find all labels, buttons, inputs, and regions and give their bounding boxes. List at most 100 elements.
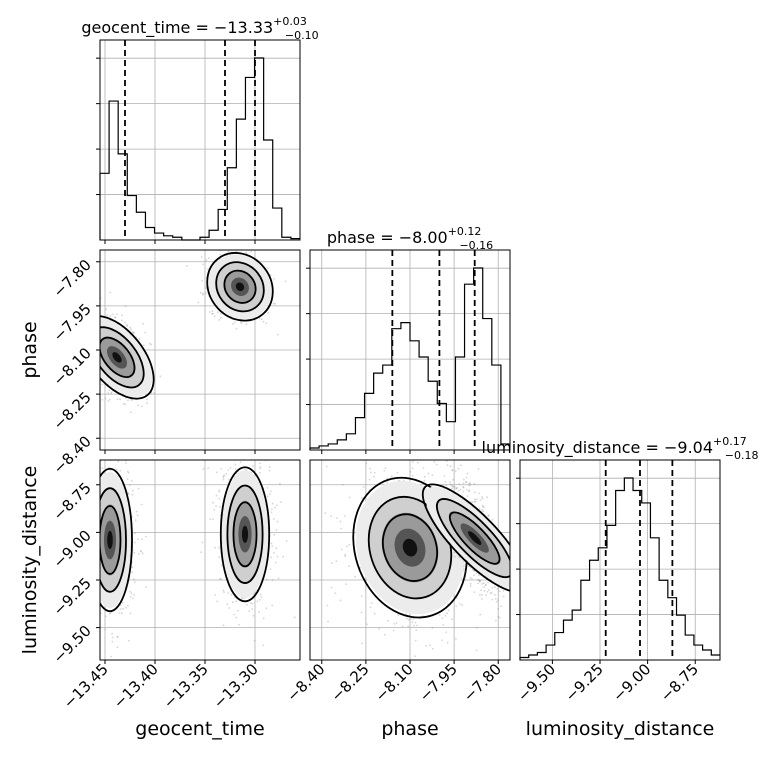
scatter-point <box>97 371 99 373</box>
scatter-point <box>454 555 456 558</box>
scatter-point <box>94 562 96 564</box>
scatter-point <box>96 497 98 499</box>
scatter-point <box>96 538 98 540</box>
scatter-point <box>220 578 222 581</box>
scatter-point <box>93 603 95 605</box>
scatter-point <box>98 563 100 565</box>
scatter-point <box>445 484 448 487</box>
scatter-point <box>87 337 89 339</box>
scatter-point <box>447 609 450 612</box>
scatter-point <box>129 612 132 615</box>
scatter-point <box>89 346 91 348</box>
scatter-point <box>89 531 91 533</box>
scatter-point <box>124 403 126 405</box>
scatter-point <box>479 499 482 501</box>
scatter-point <box>223 474 226 477</box>
scatter-point <box>94 325 96 327</box>
contour-line <box>226 484 264 584</box>
scatter-point <box>124 321 126 324</box>
scatter-point <box>326 604 329 607</box>
scatter-point <box>268 469 271 472</box>
contour-line <box>436 498 510 579</box>
scatter-point <box>431 626 434 629</box>
hist-geocent_time-frame <box>99 39 301 241</box>
scatter-point <box>257 457 259 459</box>
contour-line <box>100 505 122 575</box>
scatter-point <box>383 469 386 472</box>
scatter-point <box>201 541 204 544</box>
scatter-point <box>477 574 480 577</box>
scatter-point <box>91 509 93 511</box>
scatter-point <box>202 263 204 266</box>
scatter-point <box>460 464 462 467</box>
scatter-point <box>373 447 375 449</box>
scatter-point <box>208 311 211 313</box>
scatter-point <box>93 531 95 533</box>
scatter-point <box>131 331 134 333</box>
contour-line <box>449 511 501 565</box>
scatter-point <box>240 322 243 325</box>
x-tick-label-luminosity_distance: −8.75 <box>657 660 702 705</box>
x-tick-label-luminosity_distance: −9.00 <box>609 660 654 705</box>
scatter-point <box>451 487 453 490</box>
joint-geocent_time-luminosity_distance-mode-1 <box>219 466 271 603</box>
scatter-point <box>117 440 119 442</box>
x-axis-label-phase: phase <box>381 718 438 740</box>
scatter-point <box>412 618 415 621</box>
scatter-point <box>97 358 99 360</box>
scatter-point <box>126 478 129 480</box>
scatter-point <box>145 535 147 538</box>
scatter-point <box>227 592 230 594</box>
scatter-point <box>91 519 93 521</box>
scatter-point <box>92 507 94 509</box>
scatter-point <box>486 591 489 593</box>
scatter-point <box>130 328 133 331</box>
scatter-point <box>94 568 96 570</box>
scatter-point <box>446 464 449 467</box>
scatter-point <box>96 462 98 464</box>
scatter-point <box>369 606 372 609</box>
scatter-point <box>446 612 449 615</box>
scatter-point <box>91 349 93 351</box>
contour-line <box>223 269 257 304</box>
scatter-point <box>259 467 262 470</box>
scatter-point <box>132 597 134 600</box>
data-layer <box>87 40 720 660</box>
scatter-point <box>484 584 487 586</box>
scatter-point <box>481 504 484 507</box>
scatter-point <box>95 523 97 525</box>
scatter-point <box>457 467 460 470</box>
joint-geocent_time-phase-mode-1 <box>206 252 274 322</box>
scatter-point <box>109 611 112 614</box>
scatter-point <box>271 579 274 581</box>
scatter-point <box>482 510 485 513</box>
scatter-point <box>423 475 426 478</box>
scatter-point <box>215 494 218 497</box>
scatter-point <box>219 253 222 256</box>
x-tick-label-phase: −7.95 <box>416 660 461 705</box>
scatter-point <box>416 461 419 464</box>
scatter-point <box>94 613 96 615</box>
scatter-point <box>478 580 481 583</box>
y-tick-label-luminosity_distance: −9.25 <box>50 574 95 619</box>
scatter-point <box>365 462 368 465</box>
scatter-point <box>238 241 240 243</box>
scatter-point <box>201 279 204 282</box>
scatter-point <box>235 600 238 603</box>
scatter-point <box>401 625 404 628</box>
scatter-point <box>202 293 204 296</box>
scatter-point <box>212 501 214 504</box>
scatter-point <box>92 468 94 470</box>
scatter-point <box>95 345 97 347</box>
scatter-point <box>468 489 471 492</box>
scatter-point <box>469 482 471 485</box>
scatter-point <box>361 496 363 499</box>
scatter-point <box>251 440 253 442</box>
scatter-point <box>500 605 502 608</box>
scatter-point <box>410 618 412 620</box>
scatter-point <box>146 402 149 404</box>
scatter-point <box>93 542 95 544</box>
scatter-point <box>205 292 207 295</box>
scatter-point <box>93 565 95 567</box>
y-tick-label-phase: −7.95 <box>50 300 95 345</box>
